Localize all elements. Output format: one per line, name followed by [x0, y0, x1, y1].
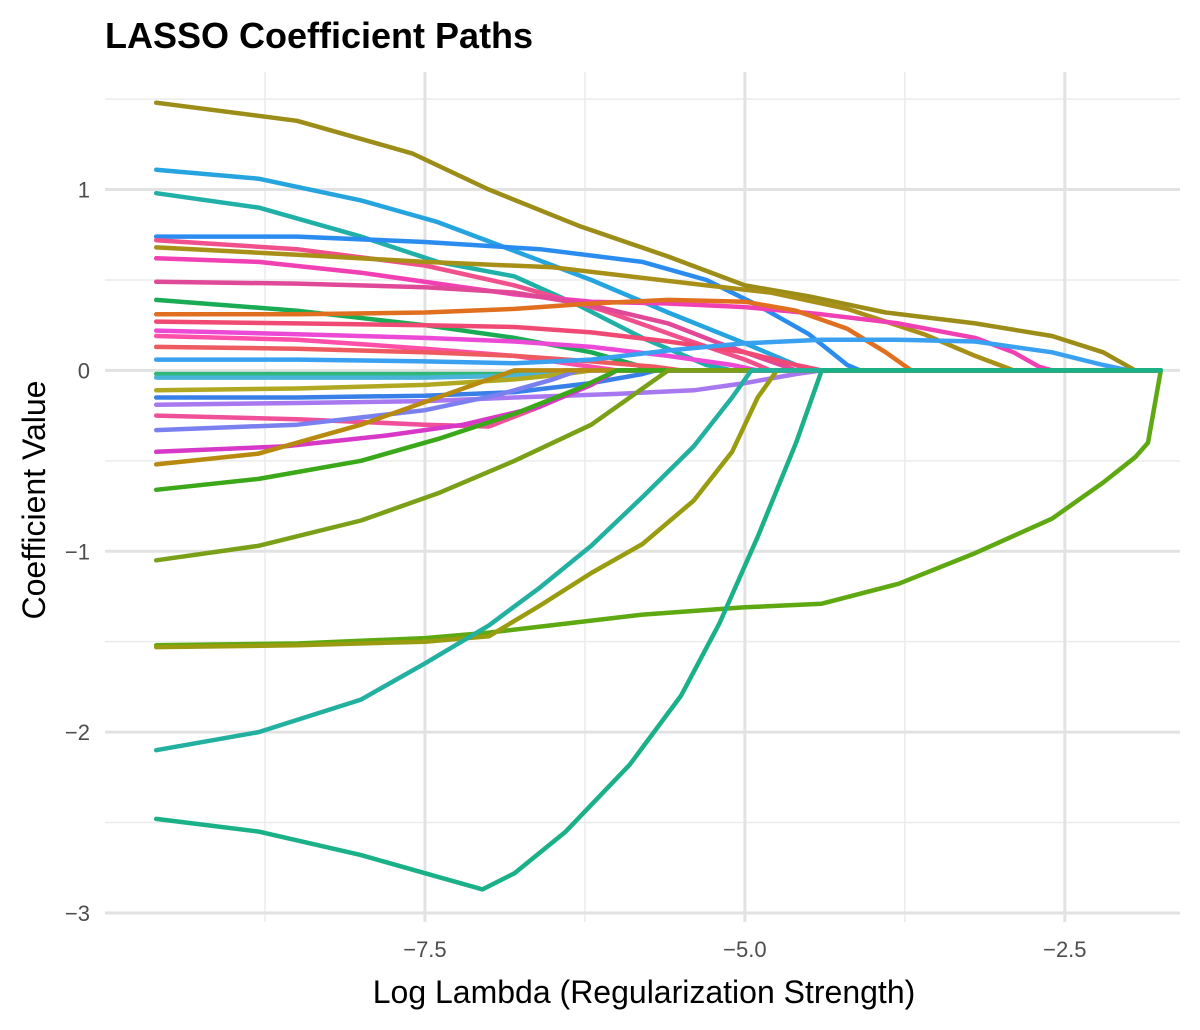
series-line-3 [153, 190, 1164, 373]
series-line-24 [153, 368, 1164, 467]
series-line-11 [153, 319, 1164, 373]
x-tick-label: −7.5 [403, 937, 446, 962]
series-line-15 [153, 337, 1164, 373]
y-tick-label: 0 [78, 358, 90, 383]
y-tick-label: 1 [78, 178, 90, 203]
x-tick-labels: −7.5 −5.0 −2.5 [403, 937, 1086, 962]
series-layer [153, 100, 1164, 892]
series-line-7 [153, 256, 1164, 373]
x-tick-label: −2.5 [1043, 937, 1086, 962]
y-tick-label: −2 [65, 720, 90, 745]
y-tick-label: −3 [65, 901, 90, 926]
x-tick-label: −5.0 [723, 937, 766, 962]
series-line-29 [153, 368, 1164, 753]
series-line-1 [153, 100, 1164, 373]
series-line-8 [153, 279, 1164, 373]
series-line-27 [153, 368, 1164, 648]
series-line-5 [153, 237, 1164, 373]
x-axis-title: Log Lambda (Regularization Strength) [373, 974, 916, 1010]
series-line-4 [153, 234, 1164, 373]
minor-grid [105, 72, 1180, 922]
y-tick-labels: −3 −2 −1 0 1 [65, 178, 90, 926]
y-tick-label: −1 [65, 539, 90, 564]
series-line-28 [153, 368, 1164, 650]
series-line-25 [153, 368, 1164, 493]
series-line-30 [153, 368, 1164, 892]
y-axis-title: Coefficient Value [16, 381, 52, 620]
chart-title: LASSO Coefficient Paths [105, 15, 533, 56]
series-line-26 [153, 368, 1164, 563]
series-line-10 [153, 297, 1164, 373]
series-line-6 [153, 245, 1164, 373]
